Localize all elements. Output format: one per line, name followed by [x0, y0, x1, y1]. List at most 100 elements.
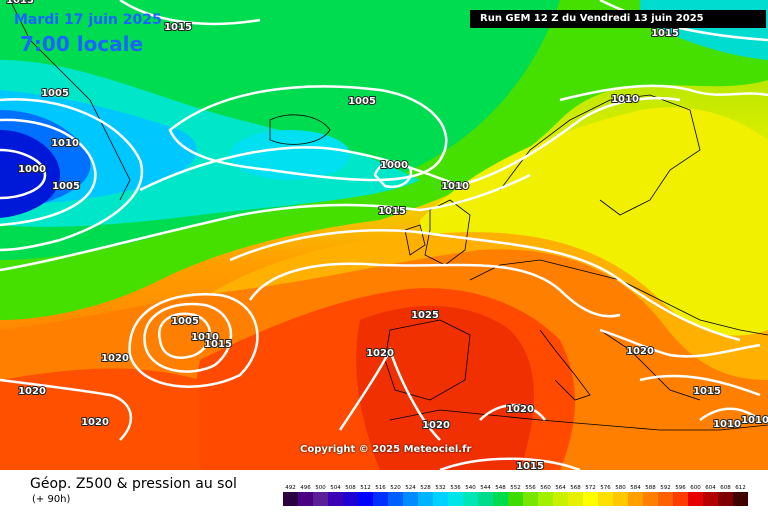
scale-swatch [598, 492, 613, 506]
scale-tick-label: 580 [615, 485, 626, 491]
scale-tick-label: 564 [555, 485, 566, 491]
legend-footer: Géop. Z500 & pression au sol (+ 90h) 492… [0, 470, 768, 512]
isobar-label: 1015 [378, 206, 406, 217]
isobar-1005-low [0, 118, 97, 227]
isobar-low-atl-outer [128, 293, 259, 388]
isobar-label: 1005 [52, 181, 80, 192]
isobar-label: 1010 [51, 138, 79, 149]
scale-swatch [553, 492, 568, 506]
isobar-label: 1015 [693, 386, 721, 397]
scale-tick-label: 540 [465, 485, 476, 491]
scale-swatch [658, 492, 673, 506]
forecast-date: Mardi 17 juin 2025 [14, 12, 162, 28]
scale-tick-label: 552 [510, 485, 521, 491]
isobar-1015-med [439, 457, 581, 470]
isobar-label: 1005 [348, 96, 376, 107]
isobar-label: 1020 [366, 348, 394, 359]
scale-tick-label: 572 [585, 485, 596, 491]
isobar-label: 1025 [411, 310, 439, 321]
isobar-1020-iberia [338, 346, 441, 441]
scale-swatch [358, 492, 373, 506]
isobar-label: 1015 [164, 22, 192, 33]
isobar-label: 1020 [422, 420, 450, 431]
isobar-label: 1005 [171, 316, 199, 327]
scale-tick-label: 548 [495, 485, 506, 491]
scale-tick-label: 536 [450, 485, 461, 491]
product-title: Géop. Z500 & pression au sol [30, 476, 237, 492]
scale-tick-label: 612 [735, 485, 746, 491]
isobar-label: 1005 [41, 88, 69, 99]
isobar-label: 1000 [18, 164, 46, 175]
scale-swatch [328, 492, 343, 506]
scale-swatch [568, 492, 583, 506]
isobar-1020-central [229, 229, 741, 342]
scale-swatch [403, 492, 418, 506]
band-deepred [356, 306, 534, 470]
scale-swatch [733, 492, 748, 506]
iceland-low-cyan [230, 130, 350, 180]
isobar-label: 1010 [741, 415, 768, 426]
scale-swatch [718, 492, 733, 506]
isobar-1010-west [0, 98, 143, 252]
scale-swatch [448, 492, 463, 506]
scale-swatch [493, 492, 508, 506]
isobar-1015-north [0, 173, 531, 272]
scale-tick-label: 604 [705, 485, 716, 491]
isobar-labels: 1015100510101000100510051000101010151015… [5, 0, 768, 470]
isobar-label: 1010 [441, 181, 469, 192]
isobar-label: 1015 [516, 461, 544, 470]
coast-scandinavia [499, 94, 701, 216]
scale-tick-label: 592 [660, 485, 671, 491]
scale-tick-label: 504 [330, 485, 341, 491]
scale-tick-label: 568 [570, 485, 581, 491]
scale-tick-label: 556 [525, 485, 536, 491]
scale-tick-label: 492 [285, 485, 296, 491]
isobar-1020-west [0, 378, 132, 441]
isobar-label: 1015 [204, 339, 232, 350]
isobar-1020-east [599, 328, 761, 358]
scale-tick-label: 524 [405, 485, 416, 491]
isobar-label: 1000 [380, 160, 408, 171]
scale-tick-label: 608 [720, 485, 731, 491]
geopotential-map: 1015100510101000100510051000101010151015… [0, 0, 768, 470]
isobar-label: 1015 [651, 28, 679, 39]
coast-africa [389, 409, 768, 431]
isobar-1025 [248, 262, 621, 318]
scale-tick-label: 588 [645, 485, 656, 491]
scale-swatch [643, 492, 658, 506]
scale-swatch [478, 492, 493, 506]
scale-tick-label: 560 [540, 485, 551, 491]
scale-tick-label: 600 [690, 485, 701, 491]
scale-tick-label: 596 [675, 485, 686, 491]
scale-swatch [373, 492, 388, 506]
coast-iceland [269, 114, 331, 145]
isobar-low-atl-mid [143, 302, 233, 373]
scale-swatch [583, 492, 598, 506]
isobar-1010-east [699, 407, 761, 422]
scale-tick-label: 508 [345, 485, 356, 491]
scale-swatch [703, 492, 718, 506]
coast-ireland [404, 224, 426, 256]
color-scale: 492 496 500 504 508 512 516 520 524 528 532 536 540 5… [283, 485, 748, 506]
isobar-1010-north [139, 96, 681, 192]
scale-swatch [508, 492, 523, 506]
isobar-label: 1020 [81, 417, 109, 428]
isobar-1015-top [119, 0, 261, 26]
scale-swatch [613, 492, 628, 506]
coast-greenland [9, 0, 131, 201]
scale-tick-label: 516 [375, 485, 386, 491]
scale-tick-label: 532 [435, 485, 446, 491]
isobar-1010-topright [559, 84, 768, 102]
scale-tick-label: 512 [360, 485, 371, 491]
coast-iberia [384, 319, 471, 401]
scale-swatch [388, 492, 403, 506]
isobar-1000-low [0, 148, 47, 200]
scale-swatch [538, 492, 553, 506]
isobar-label: 1020 [101, 353, 129, 364]
isobars [0, 0, 768, 470]
isobar-label: 1010 [191, 332, 219, 343]
scale-swatch [418, 492, 433, 506]
scale-swatch [313, 492, 328, 506]
scale-tick-label: 500 [315, 485, 326, 491]
